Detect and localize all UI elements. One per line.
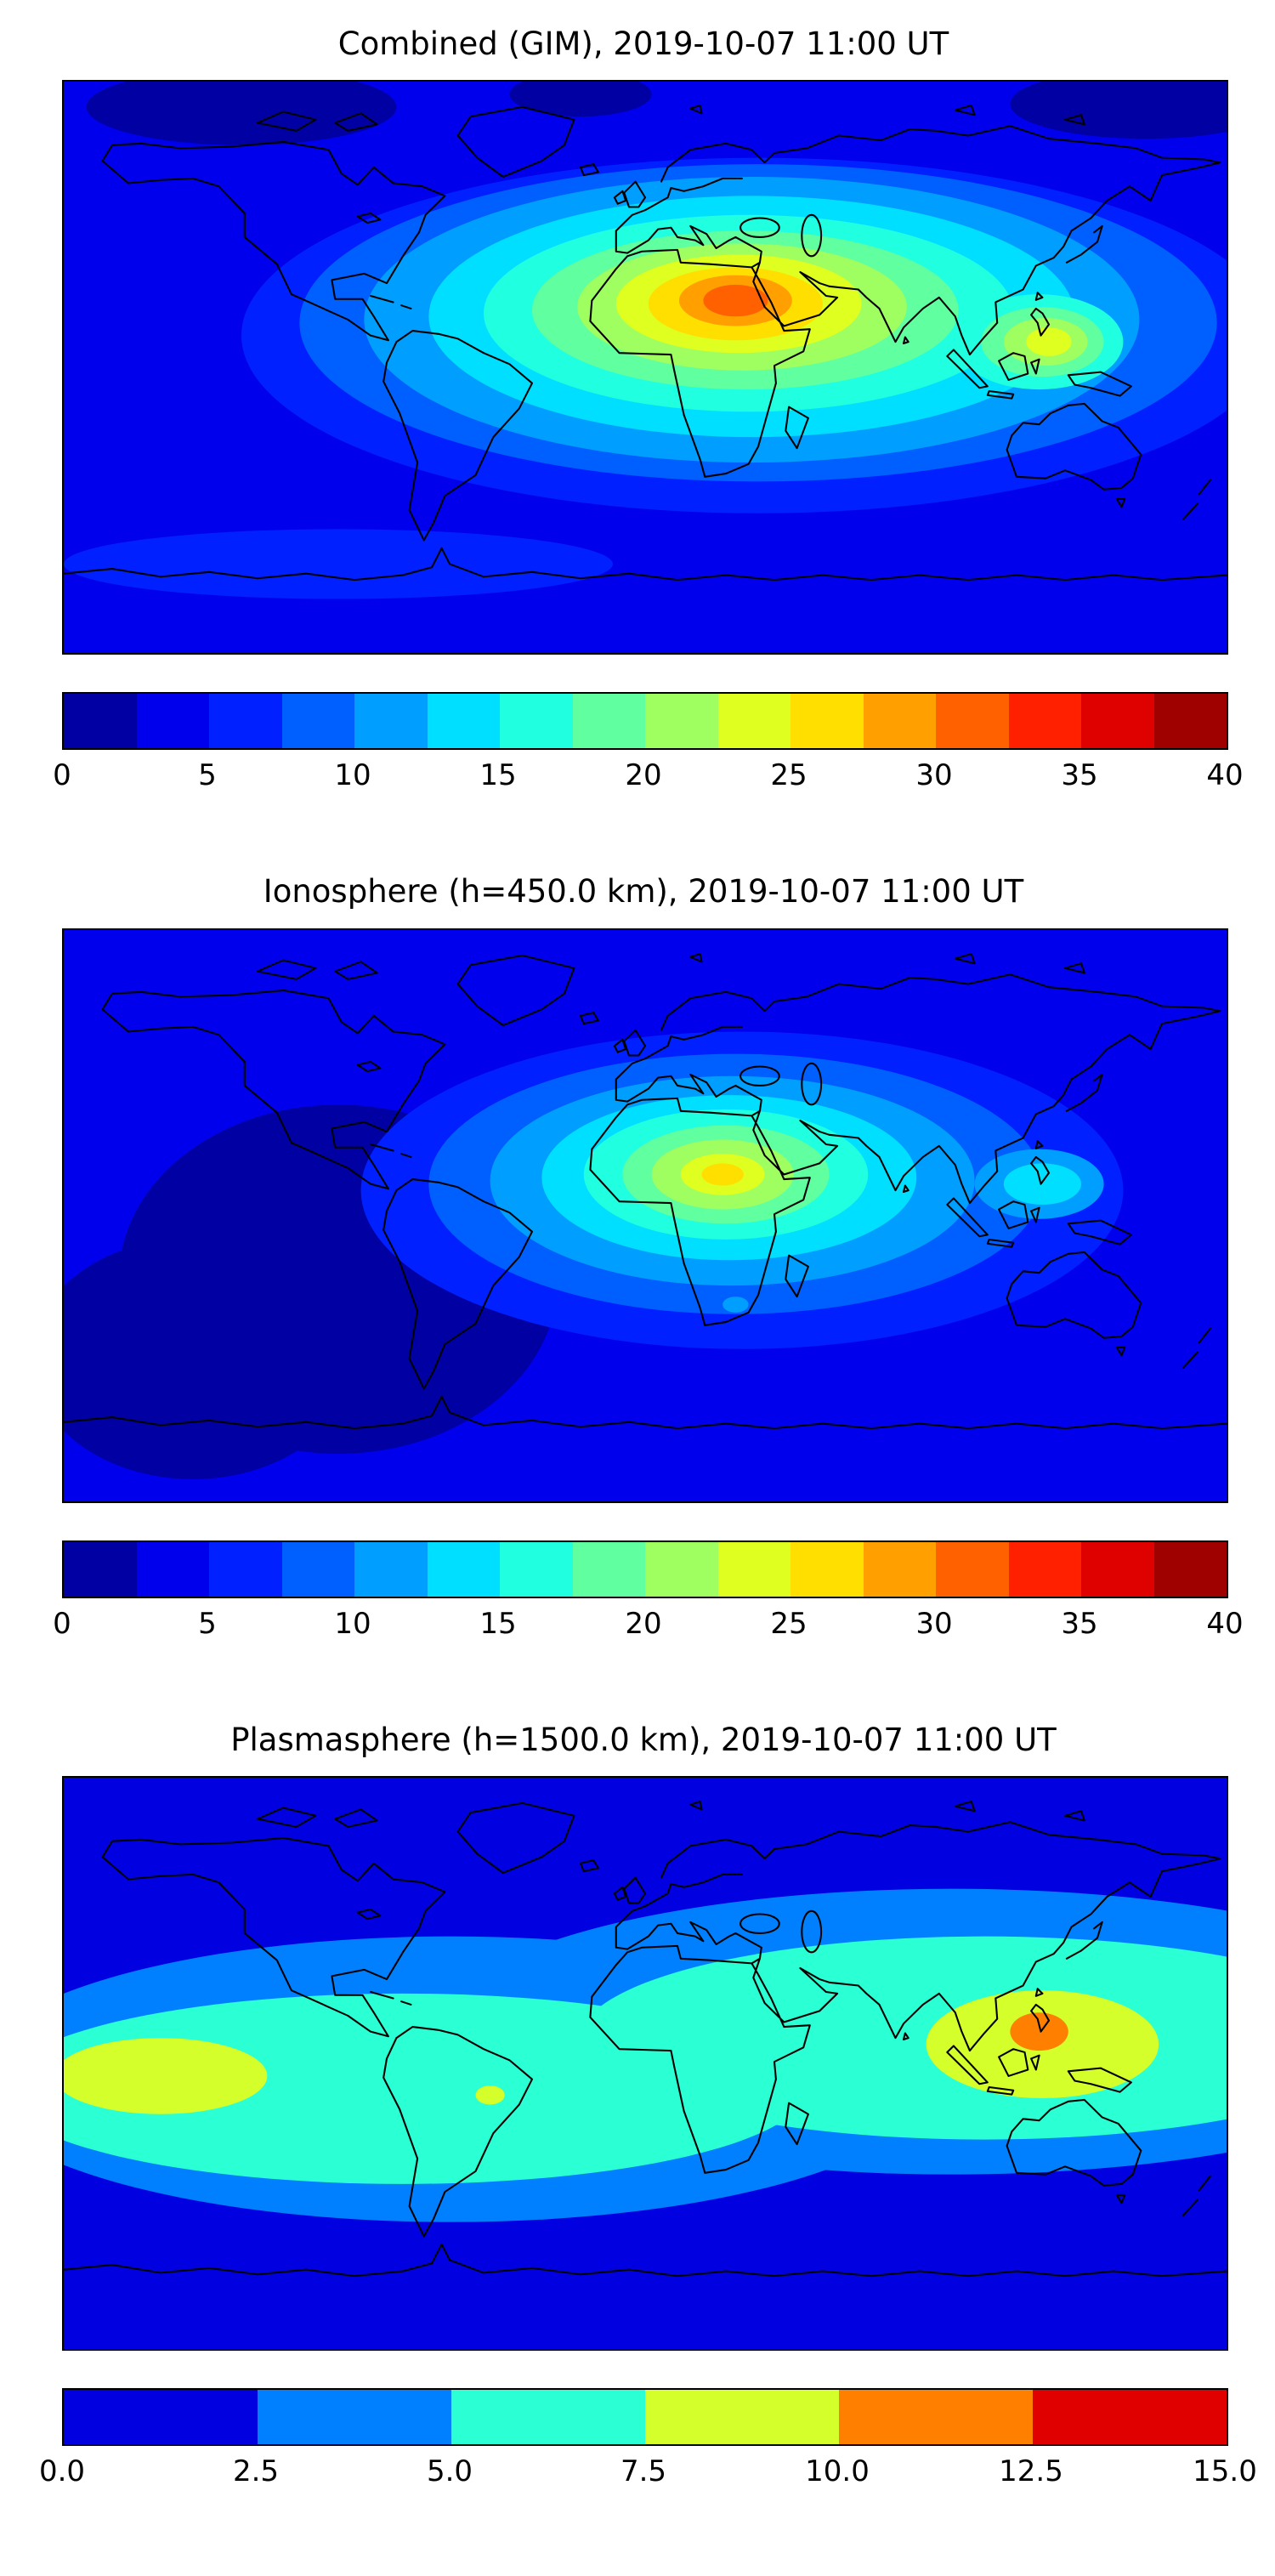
- colorbar-segment: [1008, 1541, 1081, 1597]
- colorbar-segment: [790, 694, 864, 749]
- colorbar-tick-label: 7.5: [620, 2454, 667, 2489]
- colorbar-tick-label: 15: [479, 758, 517, 793]
- colorbar-segment: [500, 1541, 573, 1597]
- map-frame-plasmasphere: [62, 1776, 1228, 2352]
- map-frame-ionosphere: [62, 928, 1228, 1503]
- colorbar-tick-label: 0.0: [38, 2454, 86, 2489]
- colorbar-segment: [427, 1541, 500, 1597]
- contour-band: [1003, 1163, 1081, 1205]
- contour-band: [703, 285, 768, 317]
- world-tec-map-ionosphere: [64, 929, 1227, 1501]
- colorbar-segment: [839, 2390, 1033, 2445]
- figure: { "figure": { "background_color": "#ffff…: [0, 26, 1275, 2576]
- panel-ionosphere-title: Ionosphere (h=450.0 km), 2019-10-07 11:0…: [263, 873, 1024, 911]
- colorbar-tick-label: 40: [1206, 1606, 1244, 1641]
- colorbar-segment: [1008, 694, 1081, 749]
- colorbar-tick-label: 2.5: [232, 2454, 280, 2489]
- colorbar-tick-label: 35: [1061, 758, 1098, 793]
- colorbar-segment: [1153, 694, 1227, 749]
- colorbar-plasmasphere: [62, 2388, 1228, 2447]
- colorbar-segment: [64, 694, 137, 749]
- colorbar-tick-label: 25: [770, 1606, 808, 1641]
- colorbar-tick-label: 0: [53, 758, 71, 793]
- panel-combined-title: Combined (GIM), 2019-10-07 11:00 UT: [337, 26, 949, 62]
- colorbar-segment: [209, 1541, 282, 1597]
- colorbar-segment: [717, 1541, 790, 1597]
- colorbar-ionosphere: [62, 1540, 1228, 1598]
- colorbar-segment: [64, 1541, 137, 1597]
- colorbar-ticks-plasmasphere: 0.0 2.5 5.0 7.5 10.0 12.5 15.0: [39, 2453, 1257, 2497]
- colorbar-segment: [572, 1541, 645, 1597]
- panel-plasmasphere: Plasmasphere (h=1500.0 km), 2019-10-07 1…: [0, 1722, 1275, 2497]
- colorbar-segment: [281, 694, 354, 749]
- colorbar-segment: [863, 1541, 936, 1597]
- colorbar-segment: [1153, 1541, 1227, 1597]
- colorbar-tick-label: 15: [479, 1606, 517, 1641]
- colorbar-tick-label: 10: [334, 1606, 371, 1641]
- colorbar-segment: [281, 1541, 354, 1597]
- colorbar-tick-label: 30: [915, 1606, 953, 1641]
- colorbar-segment: [645, 694, 718, 749]
- colorbar-segment: [645, 2390, 839, 2445]
- colorbar-ticks-combined: 0 5 10 15 20 25 30 35 40: [53, 757, 1243, 801]
- colorbar-segment: [451, 2390, 645, 2445]
- colorbar-tick-label: 15.0: [1193, 2454, 1257, 2489]
- colorbar-segment: [936, 694, 1009, 749]
- colorbar-tick-label: 5.0: [426, 2454, 473, 2489]
- colorbar-segment: [64, 2390, 258, 2445]
- colorbar-tick-label: 5: [198, 1606, 217, 1641]
- colorbar-segment: [136, 694, 209, 749]
- colorbar-segment: [572, 694, 645, 749]
- colorbar-segment: [209, 694, 282, 749]
- colorbar-segment: [790, 1541, 864, 1597]
- colorbar-segment: [645, 1541, 718, 1597]
- panel-ionosphere: Ionosphere (h=450.0 km), 2019-10-07 11:0…: [0, 873, 1275, 1648]
- colorbar-tick-label: 10.0: [805, 2454, 870, 2489]
- colorbar-segment: [354, 1541, 428, 1597]
- colorbar-tick-label: 5: [198, 758, 217, 793]
- colorbar-segment: [354, 694, 428, 749]
- colorbar-tick-label: 40: [1206, 758, 1244, 793]
- contour-band: [722, 1296, 749, 1313]
- colorbar-segment: [500, 694, 573, 749]
- colorbar-tick-label: 20: [625, 758, 662, 793]
- colorbar-segment: [1033, 2390, 1227, 2445]
- map-frame-combined: [62, 80, 1228, 655]
- contour-band: [1026, 327, 1072, 357]
- world-tec-map-combined: [64, 82, 1227, 654]
- contour-band: [701, 1163, 744, 1186]
- panel-combined: Combined (GIM), 2019-10-07 11:00 UT 0 5 10…: [0, 26, 1275, 801]
- colorbar-tick-label: 25: [770, 758, 808, 793]
- colorbar-segment: [717, 694, 790, 749]
- colorbar-tick-label: 0: [53, 1606, 71, 1641]
- colorbar-segment: [863, 694, 936, 749]
- colorbar-segment: [1081, 1541, 1154, 1597]
- colorbar-segment: [427, 694, 500, 749]
- colorbar-tick-label: 30: [915, 758, 953, 793]
- contour-band: [1010, 2012, 1068, 2051]
- colorbar-segment: [936, 1541, 1009, 1597]
- colorbar-tick-label: 12.5: [999, 2454, 1063, 2489]
- panel-plasmasphere-title: Plasmasphere (h=1500.0 km), 2019-10-07 1…: [230, 1721, 1057, 1758]
- colorbar-segment: [258, 2390, 451, 2445]
- colorbar-segment: [1081, 694, 1154, 749]
- contour-band: [475, 2085, 505, 2105]
- contour-band: [64, 2038, 268, 2114]
- colorbar-tick-label: 35: [1061, 1606, 1098, 1641]
- colorbar-segment: [136, 1541, 209, 1597]
- contour-band: [64, 529, 613, 599]
- colorbar-combined: [62, 692, 1228, 751]
- colorbar-tick-label: 20: [625, 1606, 662, 1641]
- world-tec-map-plasmasphere: [64, 1778, 1227, 2350]
- colorbar-tick-label: 10: [334, 758, 371, 793]
- colorbar-ticks-ionosphere: 0 5 10 15 20 25 30 35 40: [53, 1605, 1243, 1649]
